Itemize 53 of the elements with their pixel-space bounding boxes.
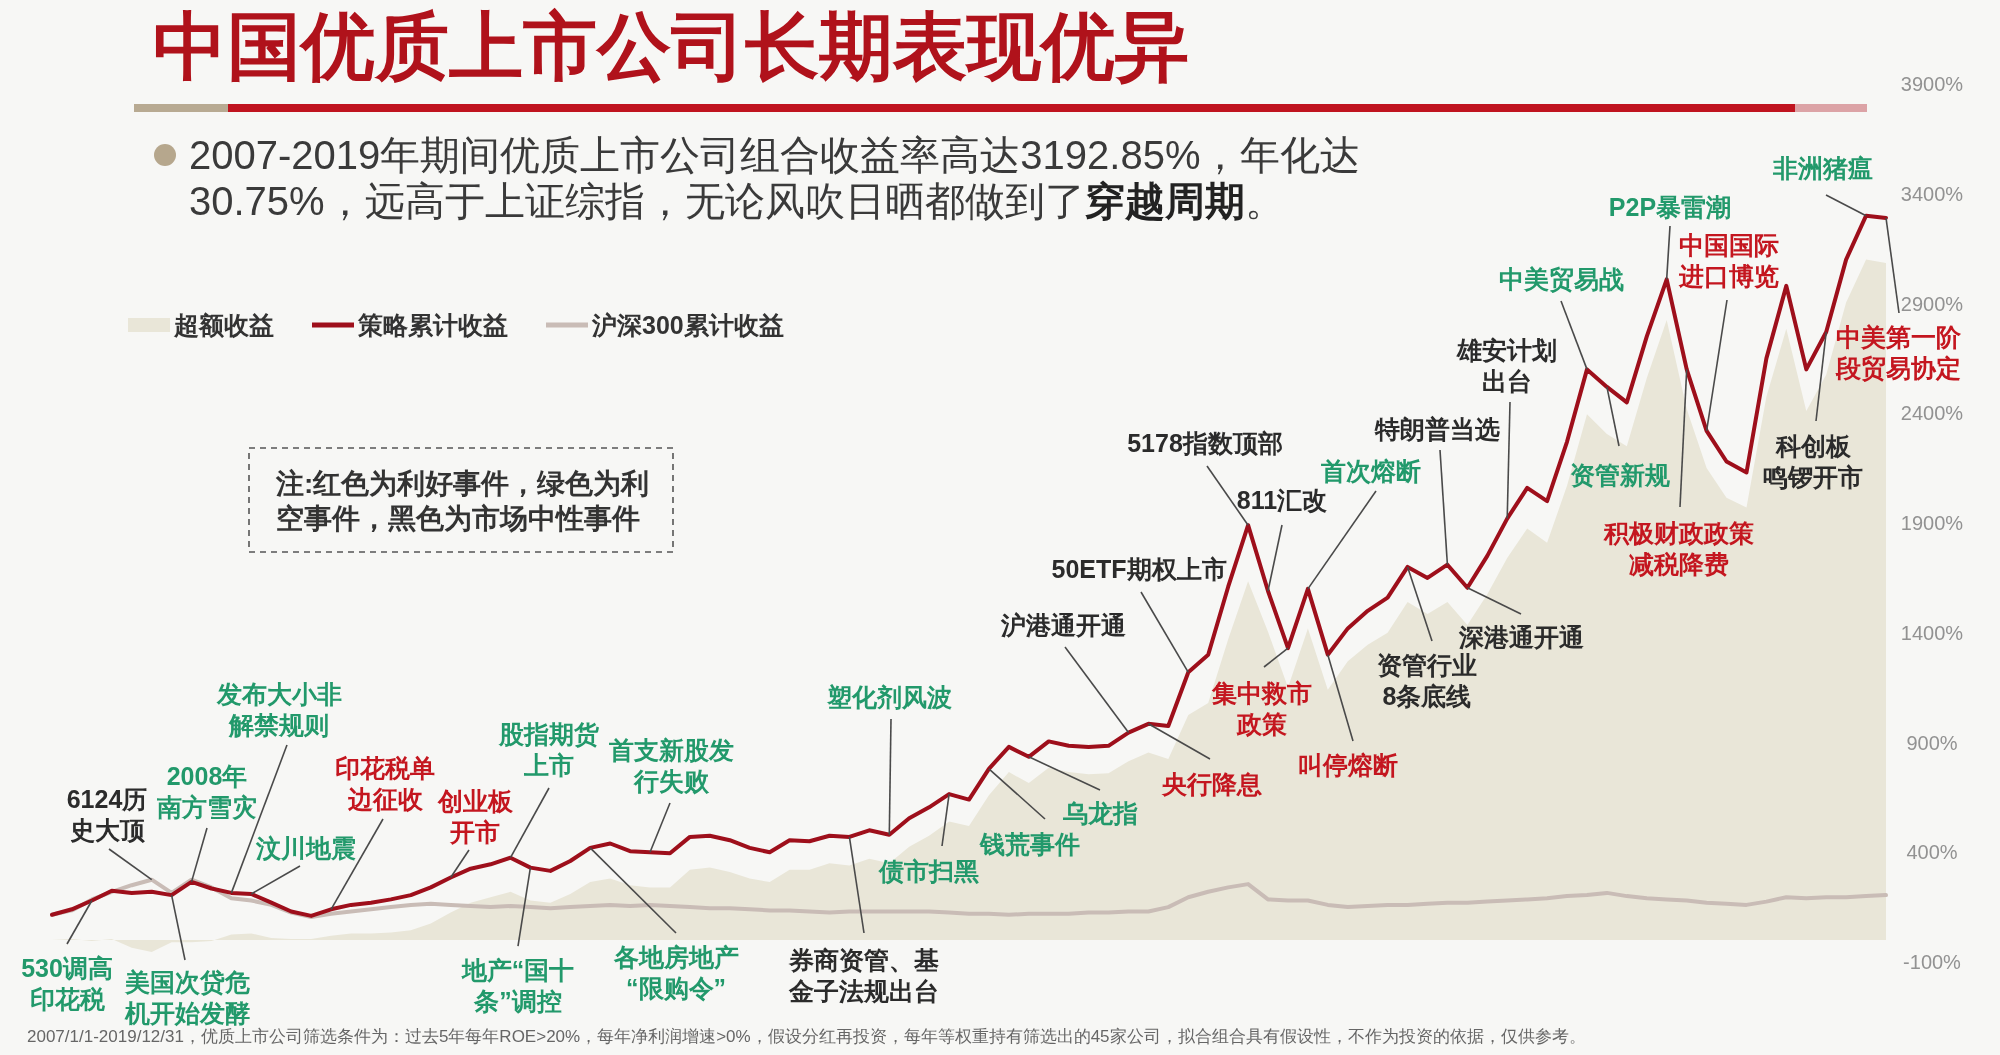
annotation: 叫停熔断: [1298, 751, 1398, 779]
annotation: 50ETF期权上市: [1051, 555, 1227, 583]
annotation: 乌龙指: [1061, 799, 1138, 827]
annotation: 地产“国十条”调控: [460, 956, 575, 1015]
annotation: 券商资管、基金子法规出台: [788, 946, 939, 1005]
annotation: 中国国际进口博览: [1678, 231, 1779, 290]
annotation: 雄安计划出台: [1456, 336, 1557, 395]
annotation: 汶川地震: [255, 834, 356, 862]
annotation: 资管新规: [1570, 461, 1670, 489]
annotation: 塑化剂风波: [825, 683, 952, 711]
annotation: 530调高印花税: [21, 954, 113, 1013]
annotation: 首支新股发行失败: [607, 736, 734, 795]
annotation: 钱荒事件: [979, 830, 1080, 858]
annotation: 股指期货上市: [498, 720, 599, 779]
text: 2007/1/1-2019/12/31，优质上市公司筛选条件为：过去5年每年ROE>20%，每年净利润增速>0%，假设分红再投资，每年等权重持有筛选出的45家公司，拟合组合具有假设性，不作为投资的依据，仅供参考。: [27, 1026, 1586, 1046]
y-tick-label: 900%: [1906, 731, 1958, 754]
annotation: 注:红色为利好事件，绿色为利空事件，黑色为市场中性事件: [275, 467, 650, 534]
annotation: 深港通开通: [1457, 623, 1584, 651]
y-tick-label: 1400%: [1900, 621, 1964, 644]
annotation: 资管行业8条底线: [1377, 651, 1477, 710]
legend-label: 沪深300累计收益: [591, 311, 784, 339]
annotation: 央行降息: [1161, 770, 1262, 798]
annotation: 印花税单边征收: [335, 754, 435, 813]
y-tick-label: 1900%: [1900, 512, 1964, 534]
annotation: 非洲猪瘟: [1772, 154, 1873, 182]
annotation: 6124历史大顶: [66, 785, 148, 844]
annotation: 各地房地产“限购令”: [612, 943, 739, 1002]
annotation: 积极财政政策减税降费: [1603, 519, 1754, 578]
legend-label: 策略累计收益: [357, 311, 508, 339]
annotation: 5178指数顶部: [1127, 429, 1283, 457]
y-tick-label: 400%: [1906, 841, 1958, 864]
y-tick-label: 2400%: [1900, 402, 1964, 425]
y-tick-label: 2900%: [1900, 292, 1964, 315]
annotation: 债市扫黑: [878, 857, 979, 885]
annotation: 首次熔断: [1320, 457, 1421, 485]
annotation: 中美贸易战: [1498, 265, 1624, 293]
annotation: 创业板开市: [436, 787, 514, 846]
y-tick-label: -100%: [1903, 951, 1962, 973]
annotation: 中美第一阶段贸易协定: [1834, 323, 1962, 382]
annotation: 发布大小非解禁规则: [215, 680, 342, 739]
y-tick-label: 3900%: [1900, 73, 1964, 95]
annotation: 2008年南方雪灾: [156, 762, 257, 821]
annotation: 811汇改: [1236, 486, 1328, 514]
annotation: 特朗普当选: [1373, 415, 1500, 443]
chart-title: 中国优质上市公司长期表现优异: [153, 4, 1189, 88]
annotation: 科创板鸣锣开市: [1763, 432, 1863, 491]
annotation: 集中救市政策: [1211, 679, 1312, 738]
annotation: 沪港通开通: [999, 611, 1126, 639]
text: 美国次贷危机开始发酵: [123, 968, 250, 1027]
y-tick-label: 3400%: [1900, 182, 1964, 205]
text: 2007-2019年期间优质上市公司组合收益率高达3192.85%，年化达30.75%，远高于上证综指，无论风吹日晒都做到了穿越周期。: [189, 132, 1362, 224]
annotation: P2P暴雷潮: [1608, 193, 1732, 221]
legend-label: 超额收益: [173, 311, 274, 339]
